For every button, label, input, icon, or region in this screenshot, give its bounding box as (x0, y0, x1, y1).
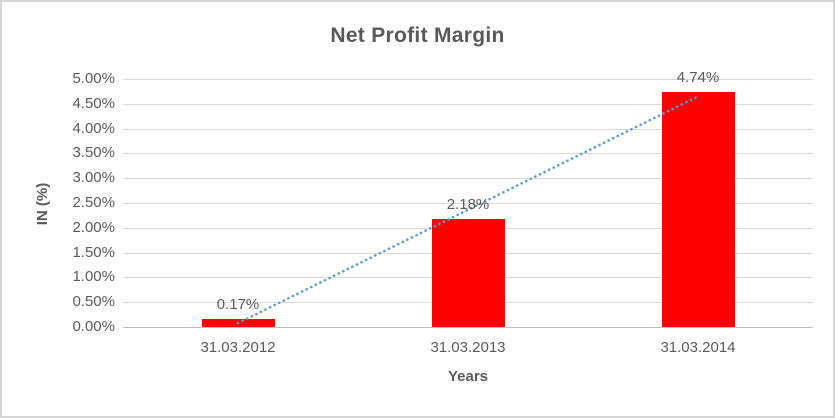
plot-area: 0.17% 2.18% 4.74% (123, 69, 813, 328)
gridline (123, 104, 813, 105)
x-tick-label-31.03.2012: 31.03.2012 (200, 339, 276, 356)
bar-31.03.2013 (432, 219, 505, 327)
y-tick-label: 3.50% (72, 144, 115, 161)
trendline (236, 95, 700, 325)
y-tick-label: 2.00% (72, 219, 115, 236)
x-tick-label-31.03.2014: 31.03.2014 (660, 339, 736, 356)
data-label-31.03.2013: 2.18% (446, 196, 490, 213)
y-tick-label: 5.00% (72, 70, 115, 87)
chart-title: Net Profit Margin (330, 24, 505, 47)
y-tick-label: 1.00% (72, 268, 115, 285)
x-axis-line (123, 327, 813, 328)
y-tick-label: 3.00% (72, 169, 115, 186)
x-axis-title: Years (447, 368, 489, 385)
data-label-31.03.2014: 4.74% (676, 69, 720, 86)
x-tick-label-31.03.2013: 31.03.2013 (430, 339, 506, 356)
bar-31.03.2014 (662, 92, 735, 327)
y-tick-label: 0.50% (72, 293, 115, 310)
y-tick-label: 0.00% (72, 318, 115, 335)
gridline (123, 153, 813, 154)
gridline (123, 129, 813, 130)
y-tick-label: 4.00% (72, 120, 115, 137)
y-tick-label: 2.50% (72, 194, 115, 211)
data-label-31.03.2012: 0.17% (216, 296, 260, 313)
y-tick-label: 1.50% (72, 244, 115, 261)
gridline (123, 203, 813, 204)
gridline (123, 178, 813, 179)
y-tick-label: 4.50% (72, 95, 115, 112)
gridline (123, 79, 813, 80)
